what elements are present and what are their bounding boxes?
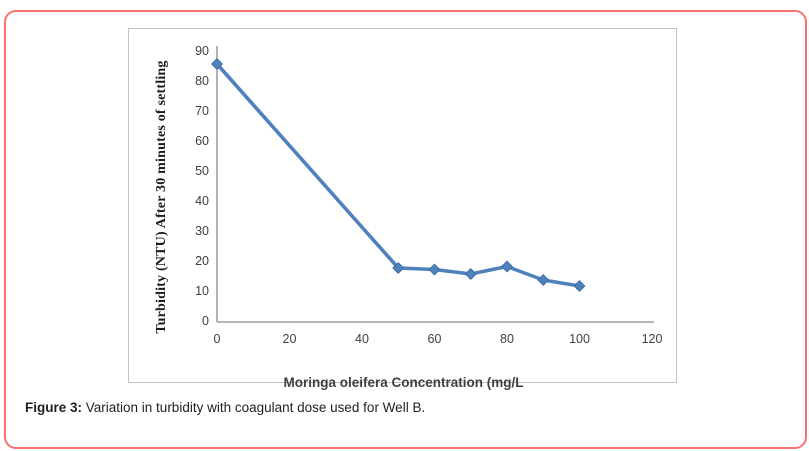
- data-point-marker: [464, 267, 477, 281]
- y-tick-label: 60: [195, 134, 209, 148]
- y-tick-label: 40: [195, 194, 209, 208]
- data-line: [215, 62, 582, 288]
- y-tick-label: 30: [195, 224, 209, 238]
- y-tick-label: 10: [195, 284, 209, 298]
- x-tick-label: 60: [427, 332, 442, 346]
- line-chart: [210, 46, 654, 323]
- x-tick-label: 0: [213, 332, 221, 346]
- x-tick-label: 40: [355, 332, 369, 346]
- y-tick-label: 90: [195, 44, 209, 58]
- x-axis-title: Moringa oleifera Concentration (mg/L: [283, 375, 524, 390]
- figure-caption-label: Figure 3:: [25, 400, 83, 415]
- x-tick-label: 80: [500, 332, 514, 346]
- data-point-marker: [210, 57, 224, 71]
- data-point-marker: [500, 260, 514, 273]
- data-point-marker: [573, 279, 586, 293]
- figure-caption: Figure 3: Variation in turbidity with co…: [25, 400, 425, 415]
- x-tick-label: 100: [569, 332, 590, 346]
- y-tick-label: 80: [195, 74, 209, 88]
- x-tick-label: 120: [641, 332, 663, 346]
- y-tick-label: 50: [195, 164, 209, 178]
- chart-panel: Turbidity (NTU) After 30 minutes of sett…: [128, 28, 677, 390]
- y-tick-label: 0: [202, 314, 209, 328]
- data-point-marker: [428, 263, 441, 276]
- y-tick-label: 20: [195, 254, 209, 268]
- y-tick-label: 70: [195, 104, 209, 118]
- data-point-marker: [537, 273, 550, 287]
- data-point-marker: [392, 261, 405, 275]
- figure-caption-text: Variation in turbidity with coagulant do…: [82, 400, 426, 415]
- x-tick-label: 20: [282, 332, 297, 346]
- figure-red-border: [4, 10, 807, 449]
